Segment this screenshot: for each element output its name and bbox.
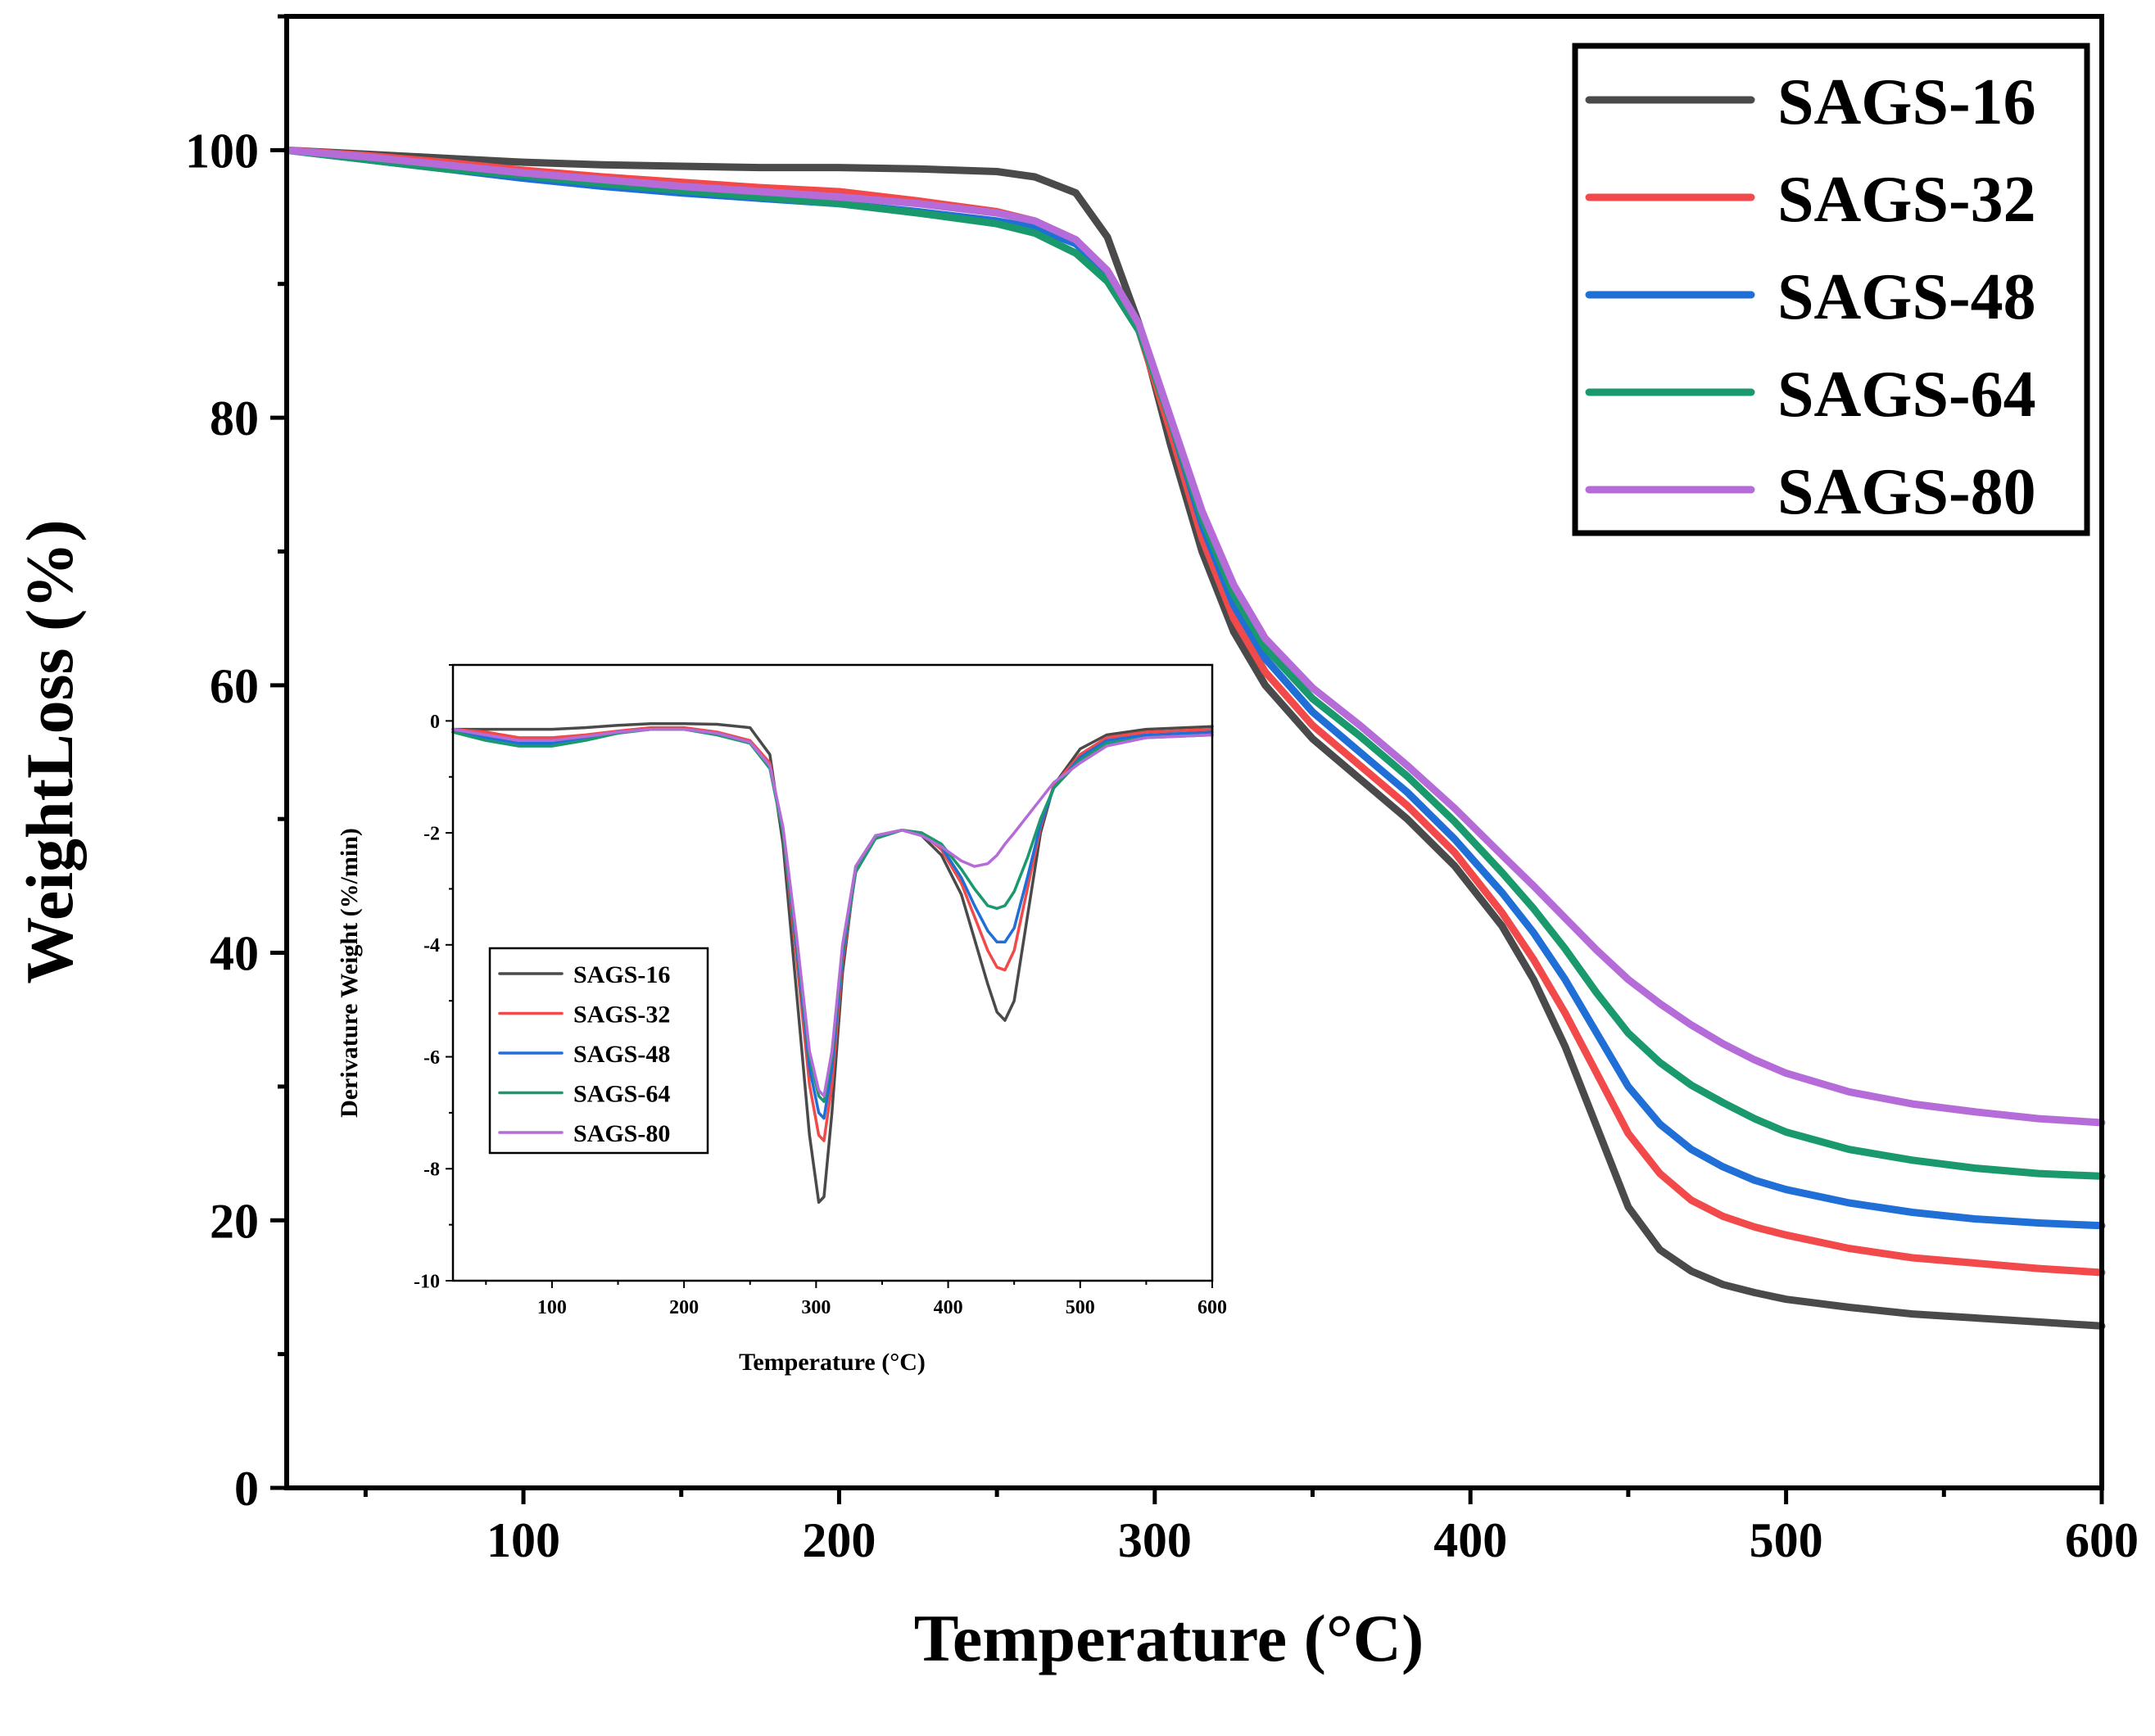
inset-axis-ticks: 100 200 300 400 500 600 0 -2 -4 -6 -8 -10 xyxy=(414,664,1227,1318)
inset-legend-label: SAGS-64 xyxy=(573,1080,670,1107)
inset-y-tick-label: -10 xyxy=(414,1271,440,1292)
inset-x-tick-label: 600 xyxy=(1197,1297,1227,1318)
inset-legend-label: SAGS-32 xyxy=(573,1001,670,1028)
main-legend-label: SAGS-64 xyxy=(1777,359,2036,431)
main-series-lines xyxy=(283,146,2106,1330)
main-x-tick-label: 500 xyxy=(1750,1513,1823,1567)
inset-plot-frame xyxy=(451,663,1214,1282)
main-series-line-sags-16 xyxy=(283,146,2106,1330)
main-series-line-sags-80 xyxy=(283,146,2106,1127)
main-y-tick-label: 80 xyxy=(210,391,259,445)
inset-y-axis-label: Derivature Weight (%/min) xyxy=(336,828,363,1118)
main-plot-frame xyxy=(284,14,2104,1490)
main-y-tick-label: 20 xyxy=(210,1194,259,1248)
main-legend-box xyxy=(1572,43,2090,536)
main-series-line-sags-32 xyxy=(283,146,2106,1277)
inset-x-tick-label: 100 xyxy=(537,1297,567,1318)
inset-legend-label: SAGS-48 xyxy=(573,1041,670,1068)
main-axis-ticks: 100 200 300 400 500 600 0 20 40 60 80 100 xyxy=(185,14,2139,1567)
inset-x-tick-label: 400 xyxy=(934,1297,963,1318)
main-legend-label: SAGS-32 xyxy=(1777,164,2036,236)
main-legend-label: SAGS-48 xyxy=(1777,261,2036,333)
main-x-tick-label: 600 xyxy=(2065,1513,2139,1567)
main-legend-label: SAGS-16 xyxy=(1777,66,2036,138)
main-legend-label: SAGS-80 xyxy=(1777,456,2036,528)
inset-series-lines xyxy=(451,722,1214,1205)
main-x-tick-label: 400 xyxy=(1433,1513,1507,1567)
inset-y-tick-label: -4 xyxy=(423,935,440,956)
inset-legend-label: SAGS-16 xyxy=(573,961,670,988)
inset-y-tick-label: -6 xyxy=(423,1047,440,1069)
main-y-tick-label: 0 xyxy=(234,1462,259,1516)
inset-x-axis-label: Temperature (°C) xyxy=(739,1349,926,1376)
inset-x-tick-label: 300 xyxy=(801,1297,831,1318)
inset-series-line-sags-80 xyxy=(451,727,1214,1098)
main-y-axis-label: WeightLoss (%) xyxy=(12,519,87,983)
main-x-tick-label: 200 xyxy=(802,1513,876,1567)
main-x-tick-label: 100 xyxy=(487,1513,560,1567)
main-y-tick-label: 40 xyxy=(210,927,259,981)
inset-y-tick-label: 0 xyxy=(430,712,440,733)
inset-chart: 100 200 300 400 500 600 0 -2 -4 -6 -8 -10 Temperatu… xyxy=(336,663,1227,1376)
main-legend: SAGS-16 SAGS-32 SAGS-48 SAGS-64 SAGS-80 xyxy=(1572,43,2090,536)
main-chart: 100 200 300 400 500 600 0 20 40 60 80 100 Temperatu… xyxy=(12,14,2139,1675)
main-x-tick-label: 300 xyxy=(1118,1513,1192,1567)
inset-legend-label: SAGS-80 xyxy=(573,1120,670,1147)
inset-y-tick-label: -2 xyxy=(423,823,440,844)
inset-legend: SAGS-16 SAGS-32 SAGS-48 SAGS-64 SAGS-80 xyxy=(488,947,709,1155)
main-series-line-sags-64 xyxy=(283,146,2106,1180)
main-x-axis-label: Temperature (°C) xyxy=(914,1601,1424,1675)
inset-x-tick-label: 500 xyxy=(1066,1297,1095,1318)
inset-y-tick-label: -8 xyxy=(423,1160,440,1181)
main-y-tick-label: 60 xyxy=(210,659,259,713)
main-y-tick-label: 100 xyxy=(185,124,259,178)
inset-x-tick-label: 200 xyxy=(669,1297,699,1318)
inset-legend-box xyxy=(488,947,709,1155)
